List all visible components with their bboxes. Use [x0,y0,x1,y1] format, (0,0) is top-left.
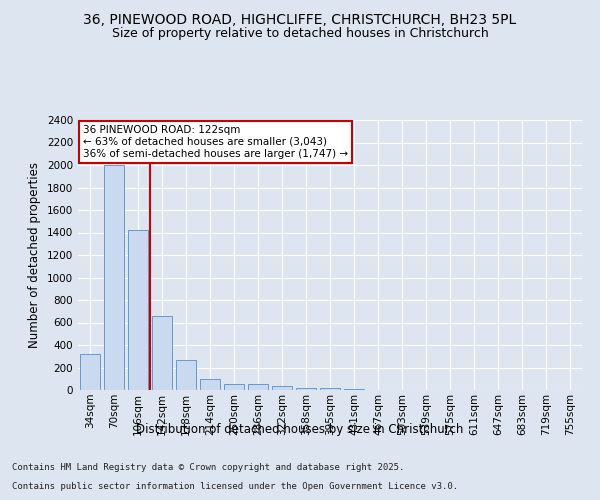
Text: 36 PINEWOOD ROAD: 122sqm
← 63% of detached houses are smaller (3,043)
36% of sem: 36 PINEWOOD ROAD: 122sqm ← 63% of detach… [83,126,348,158]
Bar [200,379,220,390]
Bar [152,316,172,390]
Bar [248,384,268,390]
Bar [104,165,124,390]
Y-axis label: Number of detached properties: Number of detached properties [28,162,41,348]
Text: 36, PINEWOOD ROAD, HIGHCLIFFE, CHRISTCHURCH, BH23 5PL: 36, PINEWOOD ROAD, HIGHCLIFFE, CHRISTCHU… [83,12,517,26]
Bar [272,386,292,390]
Bar [176,360,196,390]
Text: Contains HM Land Registry data © Crown copyright and database right 2025.: Contains HM Land Registry data © Crown c… [12,464,404,472]
Bar [320,388,340,390]
Bar [296,388,316,390]
Text: Distribution of detached houses by size in Christchurch: Distribution of detached houses by size … [136,422,464,436]
Bar [224,384,244,390]
Text: Size of property relative to detached houses in Christchurch: Size of property relative to detached ho… [112,28,488,40]
Text: Contains public sector information licensed under the Open Government Licence v3: Contains public sector information licen… [12,482,458,491]
Bar [128,230,148,390]
Bar [80,354,100,390]
